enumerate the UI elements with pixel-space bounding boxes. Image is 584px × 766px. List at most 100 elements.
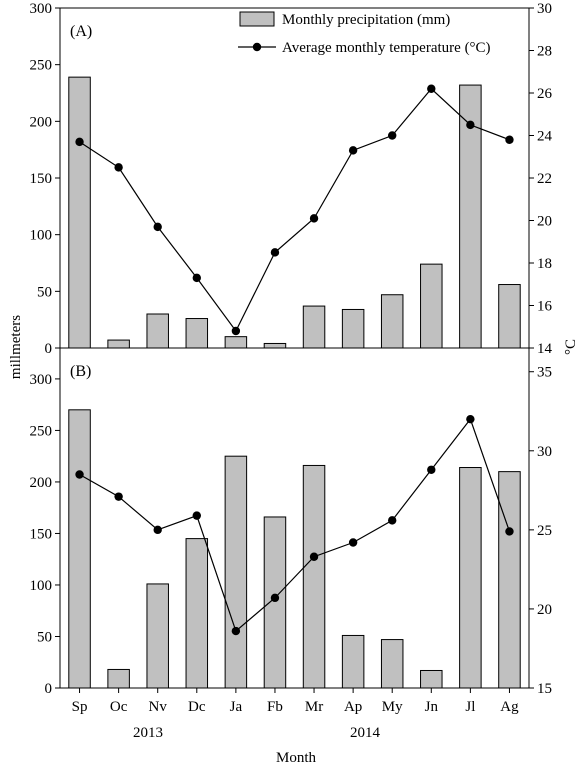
x-tick-label-jl: Jl [465, 699, 475, 715]
plot-frame [59, 7, 530, 349]
temperature-point-fb [270, 593, 280, 603]
temperature-point-ja [231, 626, 241, 636]
temperature-line [79, 87, 510, 333]
temperature-point-fb [270, 248, 280, 257]
precip-bar-nv [146, 313, 169, 349]
temperature-point-jl [466, 120, 475, 130]
precip-bar-ag [498, 284, 521, 349]
precip-bar-mr [302, 464, 326, 689]
right-tick-label: 30 [537, 1, 552, 17]
x-tick-label-mr: Mr [305, 699, 323, 715]
precip-bar-oc [107, 339, 130, 349]
right-tick-label: 28 [537, 44, 552, 60]
x-tick-label-jn: Jn [425, 699, 439, 715]
precip-bar-mr [302, 305, 326, 349]
left-tick-label: 100 [30, 228, 53, 244]
precip-bar-ja [224, 336, 248, 349]
temperature-point-ap [348, 538, 358, 547]
precip-bar-ag [498, 471, 521, 689]
right-tick-label: 26 [537, 86, 553, 102]
left-tick-label: 250 [30, 423, 53, 439]
temperature-point-ag [505, 527, 514, 536]
legend: Monthly precipitation (mm) Average monthl… [238, 11, 491, 56]
precip-bar-sp [68, 409, 91, 689]
temperature-point-jl [466, 414, 475, 424]
x-tick-label-oc: Oc [110, 699, 128, 715]
precip-bar-jn [420, 263, 443, 349]
temperature-point-mr [309, 214, 319, 223]
left-tick-label: 250 [30, 58, 53, 74]
plot-frame [59, 347, 530, 689]
x-tick-label-sp: Sp [72, 699, 88, 715]
precip-bar-ap [341, 634, 365, 689]
x-tick-label-dc: Dc [188, 699, 206, 715]
left-tick-label: 50 [37, 629, 52, 645]
temperature-point-my [388, 516, 397, 525]
left-tick-label: 300 [30, 372, 53, 388]
left-tick-label: 100 [30, 578, 53, 594]
left-tick-label: 0 [45, 341, 53, 357]
temperature-point-oc [114, 492, 123, 501]
panel-label: (A) [70, 23, 92, 40]
x-tick-label-nv: Nv [149, 699, 168, 715]
y-axis-title-left: millmeters [8, 315, 24, 379]
temperature-point-oc [114, 163, 123, 172]
right-tick-label: 14 [537, 341, 553, 357]
panel-b: 0 50 100 150 200 250 300 15 20 25 30 35 Sp Oc Nv Dc Ja Fb… [30, 347, 552, 715]
left-tick-label: 200 [30, 475, 53, 491]
precip-bar-ap [341, 308, 365, 349]
temperature-point-dc [192, 273, 201, 283]
temperature-point-nv [153, 525, 162, 535]
precip-bar-fb [263, 342, 287, 349]
temperature-point-sp [75, 470, 84, 479]
year-label-2013: 2013 [133, 725, 163, 741]
left-tick-label: 50 [37, 284, 52, 300]
year-label-2014: 2014 [350, 725, 381, 741]
temperature-point-ja [231, 326, 241, 336]
temperature-point-ap [348, 146, 358, 155]
precip-bar-sp [68, 76, 91, 349]
left-tick-label: 150 [30, 526, 53, 542]
legend-temp-label: Average monthly temperature (°C) [282, 40, 491, 56]
precip-bar-fb [263, 516, 287, 689]
precip-bar-nv [146, 583, 169, 689]
legend-point-swatch [252, 42, 262, 52]
legend-bar-swatch [239, 11, 275, 27]
temperature-point-jn [427, 465, 436, 474]
precip-bar-dc [185, 318, 209, 349]
precip-bar-ja [224, 455, 248, 689]
right-tick-label: 25 [537, 523, 552, 539]
x-tick-label-ja: Ja [230, 699, 243, 715]
right-tick-label: 16 [537, 299, 553, 315]
panel-label: (B) [70, 363, 91, 380]
right-tick-label: 15 [537, 681, 552, 697]
left-tick-label: 300 [30, 1, 53, 17]
temperature-point-my [388, 131, 397, 140]
temperature-point-ag [505, 135, 514, 144]
right-tick-label: 35 [537, 365, 552, 381]
x-axis-title: Month [276, 750, 317, 766]
left-tick-label: 200 [30, 114, 53, 130]
right-tick-label: 30 [537, 444, 552, 460]
y-axis-title-right: °C [563, 339, 579, 355]
temperature-line [79, 417, 511, 633]
right-tick-label: 24 [537, 129, 553, 145]
right-tick-label: 20 [537, 602, 552, 618]
panel-a: 0 50 100 150 200 250 300 14 16 18 20 22 24 26 28 30 (A) M… [30, 1, 553, 357]
precip-bar-jn [420, 669, 443, 689]
precip-bar-oc [107, 668, 130, 689]
precip-bar-jl [459, 467, 482, 689]
x-tick-label-ap: Ap [344, 699, 362, 715]
precip-bar-my [380, 639, 404, 689]
precip-bar-my [380, 294, 404, 349]
temperature-point-mr [309, 552, 319, 561]
right-tick-label: 18 [537, 256, 552, 272]
left-tick-label: 150 [30, 171, 53, 187]
temperature-point-jn [427, 84, 436, 93]
legend-precip-label: Monthly precipitation (mm) [282, 12, 450, 28]
x-tick-label-fb: Fb [267, 699, 283, 715]
left-tick-label: 0 [45, 681, 53, 697]
precip-bar-dc [185, 538, 209, 689]
right-tick-label: 20 [537, 214, 552, 230]
